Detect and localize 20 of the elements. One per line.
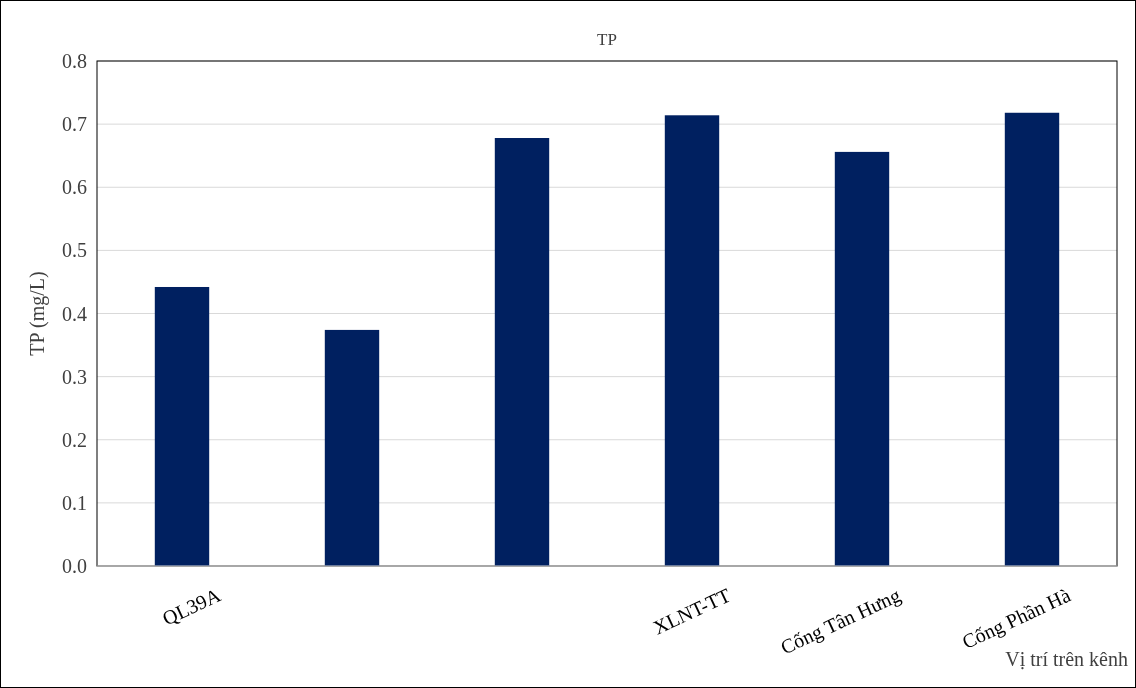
bar <box>494 138 550 566</box>
y-tick-label: 0.0 <box>62 555 87 577</box>
bar <box>324 329 380 566</box>
bar <box>664 115 720 566</box>
x-tick-label: Cống Tân Hưng <box>777 583 905 660</box>
y-tick-label: 0.2 <box>62 428 87 451</box>
y-tick-label: 0.3 <box>62 365 87 388</box>
y-tick-label: 0.5 <box>62 239 87 262</box>
x-tick-label: QL39A <box>159 583 225 630</box>
y-axis-title: TP (mg/L) <box>26 271 49 356</box>
y-tick-label: 0.7 <box>62 113 87 136</box>
chart-title: TP <box>597 30 617 49</box>
bar <box>834 151 890 566</box>
bar <box>1004 112 1060 566</box>
bar <box>154 286 210 566</box>
y-tick-label: 0.4 <box>62 302 87 325</box>
y-tick-label: 0.8 <box>62 50 87 72</box>
x-axis-title: Vị trí trên kênh <box>1005 648 1128 670</box>
y-tick-label: 0.1 <box>62 491 87 514</box>
y-tick-label: 0.6 <box>62 176 87 199</box>
